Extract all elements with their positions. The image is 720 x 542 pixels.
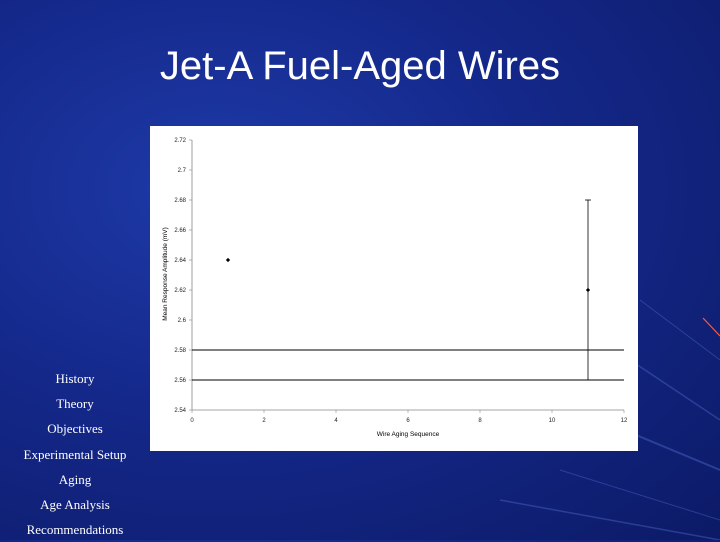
- x-tick-label: 10: [549, 418, 556, 424]
- y-tick-label: 2.62: [174, 288, 186, 294]
- nav-item-history[interactable]: History: [55, 371, 95, 386]
- y-tick-label: 2.64: [174, 258, 186, 264]
- y-tick-label: 2.56: [174, 378, 186, 384]
- nav-item-aging[interactable]: Aging: [58, 471, 92, 487]
- x-axis-label: Wire Aging Sequence: [377, 431, 440, 438]
- data-point: [225, 257, 231, 263]
- y-tick-label: 2.66: [174, 228, 186, 234]
- chart-panel: 2.54 2.56 2.58 2.6 2.62 2.64 2.66 2.68 2.7 2.72 0 2…: [150, 126, 638, 451]
- x-tick-label: 4: [334, 418, 338, 424]
- nav-item-age-analysis[interactable]: Age Analysis: [40, 496, 110, 512]
- y-axis-label: Mean Response Amplitude (mV): [162, 227, 169, 321]
- y-tick-label: 2.54: [174, 408, 186, 414]
- x-tick-label: 8: [478, 418, 482, 424]
- nav-item-objectives[interactable]: Objectives: [47, 421, 103, 437]
- nav-item-theory[interactable]: Theory: [56, 396, 94, 412]
- data-point: [585, 287, 591, 293]
- chart-svg: 2.54 2.56 2.58 2.6 2.62 2.64 2.66 2.68 2.7 2.72 0 2…: [162, 138, 628, 438]
- x-tick-label: 12: [621, 418, 628, 424]
- y-tick-label: 2.72: [174, 138, 186, 144]
- y-tick-label: 2.7: [178, 168, 187, 174]
- nav-item-recommendations[interactable]: Recommendations: [26, 522, 124, 538]
- nav-menu: History Theory Objectives Experimental S…: [0, 366, 150, 542]
- y-tick-label: 2.68: [174, 198, 186, 204]
- x-tick-label: 2: [262, 418, 266, 424]
- nav-item-experimental-setup[interactable]: Experimental Setup: [23, 446, 127, 462]
- slide-title: Jet-A Fuel-Aged Wires: [159, 44, 561, 88]
- y-tick-label: 2.58: [174, 348, 186, 354]
- x-tick-label: 6: [406, 418, 410, 424]
- x-tick-label: 0: [190, 418, 194, 424]
- y-tick-label: 2.6: [178, 318, 187, 324]
